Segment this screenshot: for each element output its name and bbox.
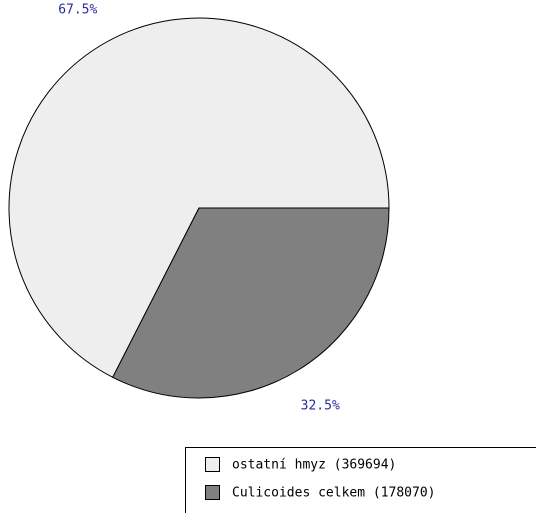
- legend-label: Culicoides celkem (178070): [232, 486, 436, 501]
- pie-slice: [8, 17, 390, 378]
- legend-swatch: [205, 485, 220, 500]
- legend-swatch: [205, 457, 220, 472]
- data-label: 67.5%: [58, 3, 97, 18]
- pie-slice: [112, 207, 390, 399]
- legend-box: [185, 447, 536, 513]
- data-label: 32.5%: [301, 398, 340, 413]
- legend-label: ostatní hmyz (369694): [232, 458, 396, 473]
